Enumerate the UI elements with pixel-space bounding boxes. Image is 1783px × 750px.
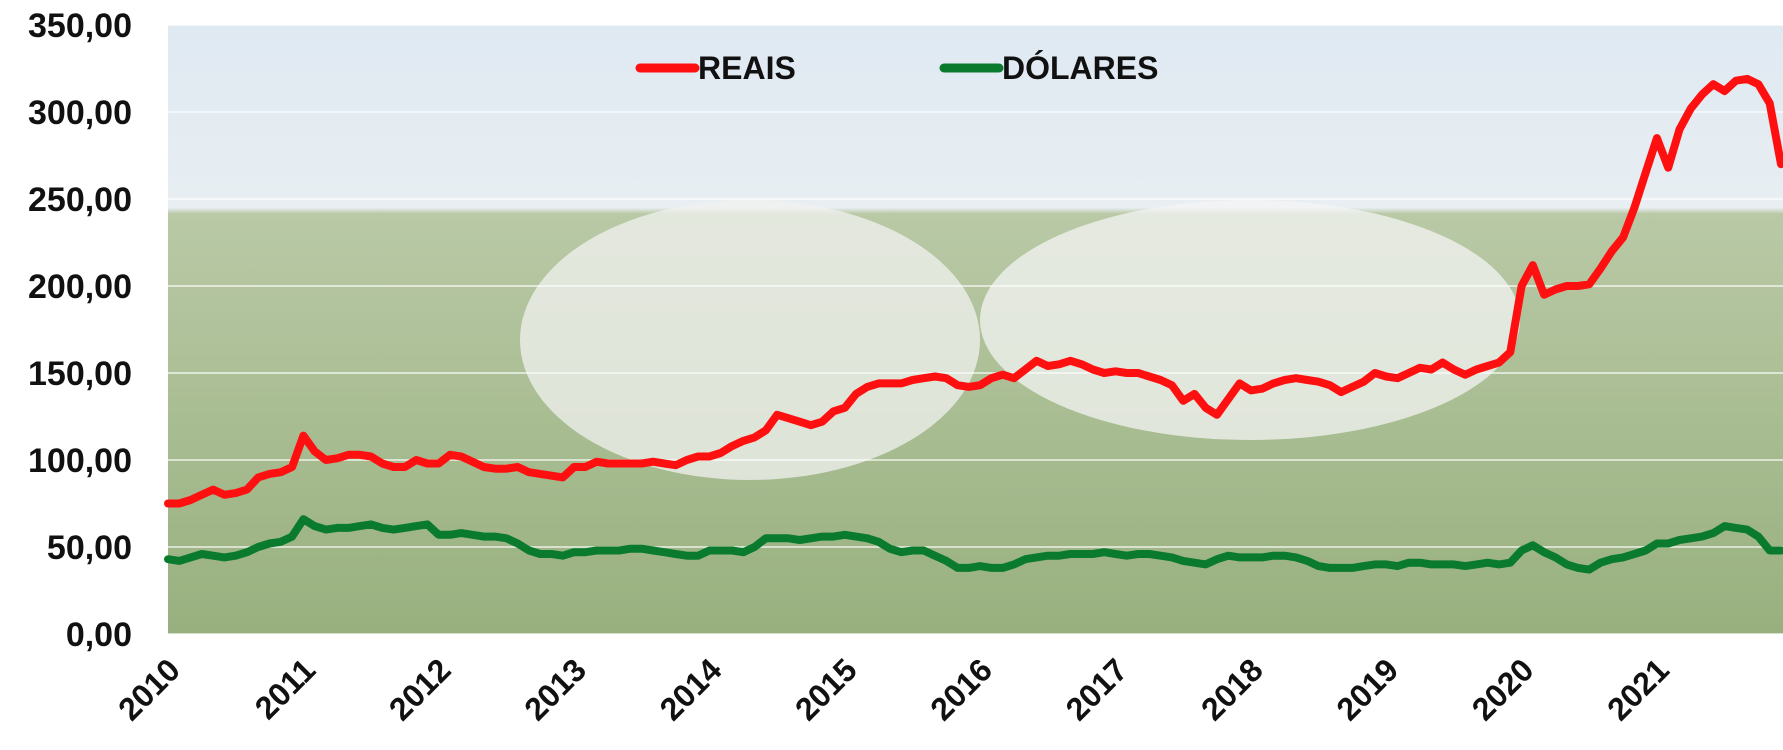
x-tick-label: 2012	[382, 651, 458, 727]
y-tick-label: 300,00	[28, 94, 132, 132]
x-tick-label: 2020	[1465, 651, 1541, 727]
cow-image	[520, 200, 980, 480]
x-tick-label: 2021	[1600, 651, 1676, 727]
x-tick-label: 2019	[1329, 651, 1405, 727]
data-line	[164, 515, 1783, 574]
data-line	[164, 74, 1783, 508]
x-tick-label: 2015	[788, 651, 864, 727]
y-tick-label: 200,00	[28, 268, 132, 306]
legend-label: DÓLARES	[1002, 50, 1158, 86]
y-tick-label: 50,00	[47, 529, 132, 567]
y-tick-label: 0,00	[66, 616, 132, 654]
x-tick-label: 2017	[1059, 651, 1135, 727]
legend-label: REAIS	[698, 50, 796, 86]
cow-image	[980, 200, 1520, 440]
y-tick-label: 100,00	[28, 442, 132, 480]
x-tick-label: 2013	[517, 651, 593, 727]
y-tick-label: 350,00	[28, 7, 132, 45]
x-tick-label: 2011	[248, 651, 323, 726]
x-tick-label: 2010	[111, 651, 187, 727]
y-tick-label: 150,00	[28, 355, 132, 393]
x-tick-label: 2014	[653, 651, 729, 727]
y-tick-label: 250,00	[28, 181, 132, 219]
x-tick-label: 2016	[923, 651, 999, 727]
x-tick-label: 2018	[1194, 651, 1270, 727]
